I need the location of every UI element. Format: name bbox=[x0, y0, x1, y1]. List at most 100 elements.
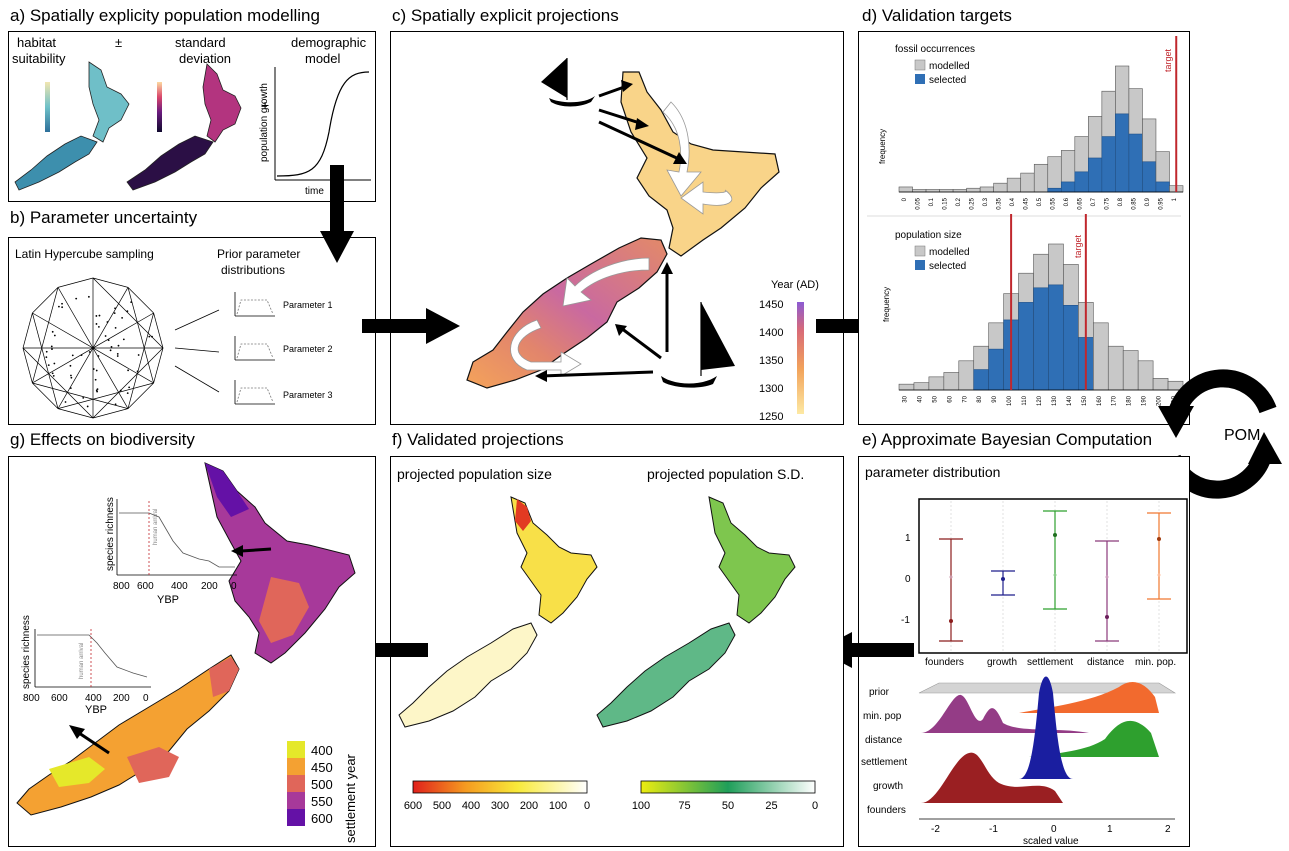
ridge-xlabel: scaled value bbox=[1023, 836, 1079, 846]
hist-tick-label: 0.4 bbox=[1010, 197, 1016, 206]
hist-tick-label: 50 bbox=[932, 395, 938, 402]
hist-tick-label: 0.5 bbox=[1037, 197, 1043, 206]
lhs-sample-point bbox=[151, 335, 153, 338]
lhs-edge bbox=[153, 312, 164, 349]
lhs-sample-point bbox=[71, 354, 74, 357]
hist-tick-label: 0 bbox=[902, 197, 908, 201]
prior-label-2: distributions bbox=[221, 263, 285, 277]
hist-tick-label: 0.8 bbox=[1118, 197, 1124, 206]
hist-tick-label: 30 bbox=[902, 395, 908, 402]
colorbar-tick: 100 bbox=[549, 800, 567, 812]
ridge-settlement bbox=[1029, 720, 1159, 757]
ridge-founders bbox=[921, 752, 1063, 803]
e-xlabel-founders: founders bbox=[925, 657, 964, 668]
lhs-sample-point bbox=[119, 389, 122, 392]
lhs-sample-point bbox=[52, 374, 55, 377]
lhs-sample-point bbox=[127, 369, 130, 372]
g-legend-600-swatch bbox=[287, 809, 305, 826]
habitat-label-1: habitat bbox=[17, 35, 56, 50]
ridge-label-min-pop: min. pop bbox=[863, 711, 902, 722]
lhs-edge bbox=[92, 277, 129, 288]
hist-tick-label: 0.85 bbox=[1132, 197, 1138, 209]
panel-d: 0 0.05 0.1 0.15 0.2 0.25 0.3 0.35 0.4 0.45 0.5 0.55… bbox=[858, 31, 1190, 425]
e-errorbar-frame bbox=[918, 498, 1188, 654]
ridge-label-prior: prior bbox=[869, 687, 890, 698]
hist-bar-selected bbox=[1101, 136, 1116, 193]
f-pop-colorbar bbox=[412, 780, 588, 794]
g-south-patch-400 bbox=[49, 757, 105, 787]
g-legend-550-swatch bbox=[287, 792, 305, 809]
hist-tick-label: 1 bbox=[1172, 197, 1178, 201]
panel-f: projected population size projected popu… bbox=[390, 456, 844, 847]
pop-target-label: target bbox=[1073, 234, 1083, 258]
f-left-label: projected population size bbox=[397, 466, 552, 482]
e-xlabel-growth: growth bbox=[987, 657, 1017, 668]
lhs-sample-point bbox=[53, 334, 56, 337]
param-3-label: Parameter 3 bbox=[283, 390, 333, 400]
lhs-sample-point bbox=[114, 326, 117, 329]
hist-bar-selected bbox=[1033, 287, 1049, 391]
hist-bar-modelled bbox=[928, 376, 945, 391]
ridge-distance-purple bbox=[921, 694, 1089, 733]
lhs-edge bbox=[32, 287, 59, 384]
lhs-sample-point bbox=[45, 356, 48, 359]
fossil-legend-selected-swatch bbox=[915, 74, 925, 84]
lhs-sample-point bbox=[137, 354, 140, 356]
pop-legend-modelled: modelled bbox=[929, 247, 970, 258]
fossil-legend-title: fossil occurrences bbox=[895, 44, 975, 55]
g-inset1-pointer-head bbox=[231, 545, 243, 557]
lhs-polygon bbox=[22, 277, 164, 419]
demo-label-2: model bbox=[305, 51, 341, 66]
f-pop-ticks: 600 500 400 300 200 100 0 bbox=[404, 800, 590, 812]
lhs-sample-point bbox=[97, 355, 100, 357]
pop-legend-selected: selected bbox=[929, 261, 966, 272]
g-inset1-annot: human arrival bbox=[153, 509, 159, 545]
lhs-sample-point bbox=[95, 389, 98, 392]
colorbar-tick: 50 bbox=[722, 800, 734, 812]
g-inset2-tick-400: 400 bbox=[85, 693, 102, 704]
prior-label-1: Prior parameter bbox=[217, 247, 300, 261]
colorbar-tick: 200 bbox=[520, 800, 538, 812]
hist-bar-selected bbox=[1063, 305, 1079, 391]
panel-g-title: g) Effects on biodiversity bbox=[10, 430, 195, 449]
f-pop-north-island bbox=[510, 496, 598, 624]
panel-c: Year (AD) 1450 1400 1350 1300 1250 bbox=[390, 31, 844, 425]
f-sd-ticks: 100 75 50 25 0 bbox=[632, 800, 818, 812]
lhs-sample-point bbox=[130, 301, 133, 304]
g-legend-550: 550 bbox=[311, 794, 333, 809]
sd-label-1: standard bbox=[175, 35, 226, 50]
g-inset-2 bbox=[34, 629, 151, 688]
sd-south-island bbox=[126, 135, 214, 191]
f-pop-south-island bbox=[398, 622, 538, 728]
g-north-island bbox=[204, 462, 356, 664]
hist-tick-label: 120 bbox=[1037, 395, 1043, 406]
hist-bar-modelled bbox=[1122, 350, 1139, 391]
lhs-sample-point bbox=[50, 345, 53, 348]
canoe-north-icon bbox=[541, 58, 595, 107]
c-north-island bbox=[620, 71, 780, 257]
e-xlabel-settlement: settlement bbox=[1027, 657, 1073, 668]
hist-tick-label: 0.9 bbox=[1145, 197, 1151, 206]
hist-bar-selected bbox=[1048, 284, 1064, 391]
hist-bar-modelled bbox=[913, 382, 930, 391]
hist-bar-modelled bbox=[1020, 172, 1035, 193]
hist-bar-modelled bbox=[1006, 177, 1022, 193]
g-inset2-ylabel: species richness bbox=[21, 615, 32, 689]
lhs-sample-point bbox=[98, 314, 101, 317]
year-legend-title: Year (AD) bbox=[771, 279, 819, 291]
hist-tick-label: 40 bbox=[917, 395, 923, 402]
hist-tick-label: 130 bbox=[1052, 395, 1058, 406]
lhs-sample-point bbox=[64, 401, 67, 403]
ridge-xtick-1: 1 bbox=[1107, 824, 1113, 835]
lhs-edge bbox=[32, 382, 129, 409]
lhs-sample-point bbox=[58, 305, 60, 308]
lhs-sample-point bbox=[122, 338, 125, 341]
g-inset2-tick-800: 800 bbox=[23, 693, 40, 704]
ridge-label-distance: distance bbox=[865, 735, 903, 746]
lhs-label: Latin Hypercube sampling bbox=[15, 247, 154, 261]
canoe-south-icon bbox=[661, 302, 735, 388]
prior-dist-3 bbox=[234, 380, 275, 405]
lhs-sample-point bbox=[80, 354, 83, 356]
lhs-sample-point bbox=[47, 364, 50, 367]
g-inset2-xlabel: YBP bbox=[85, 704, 107, 716]
